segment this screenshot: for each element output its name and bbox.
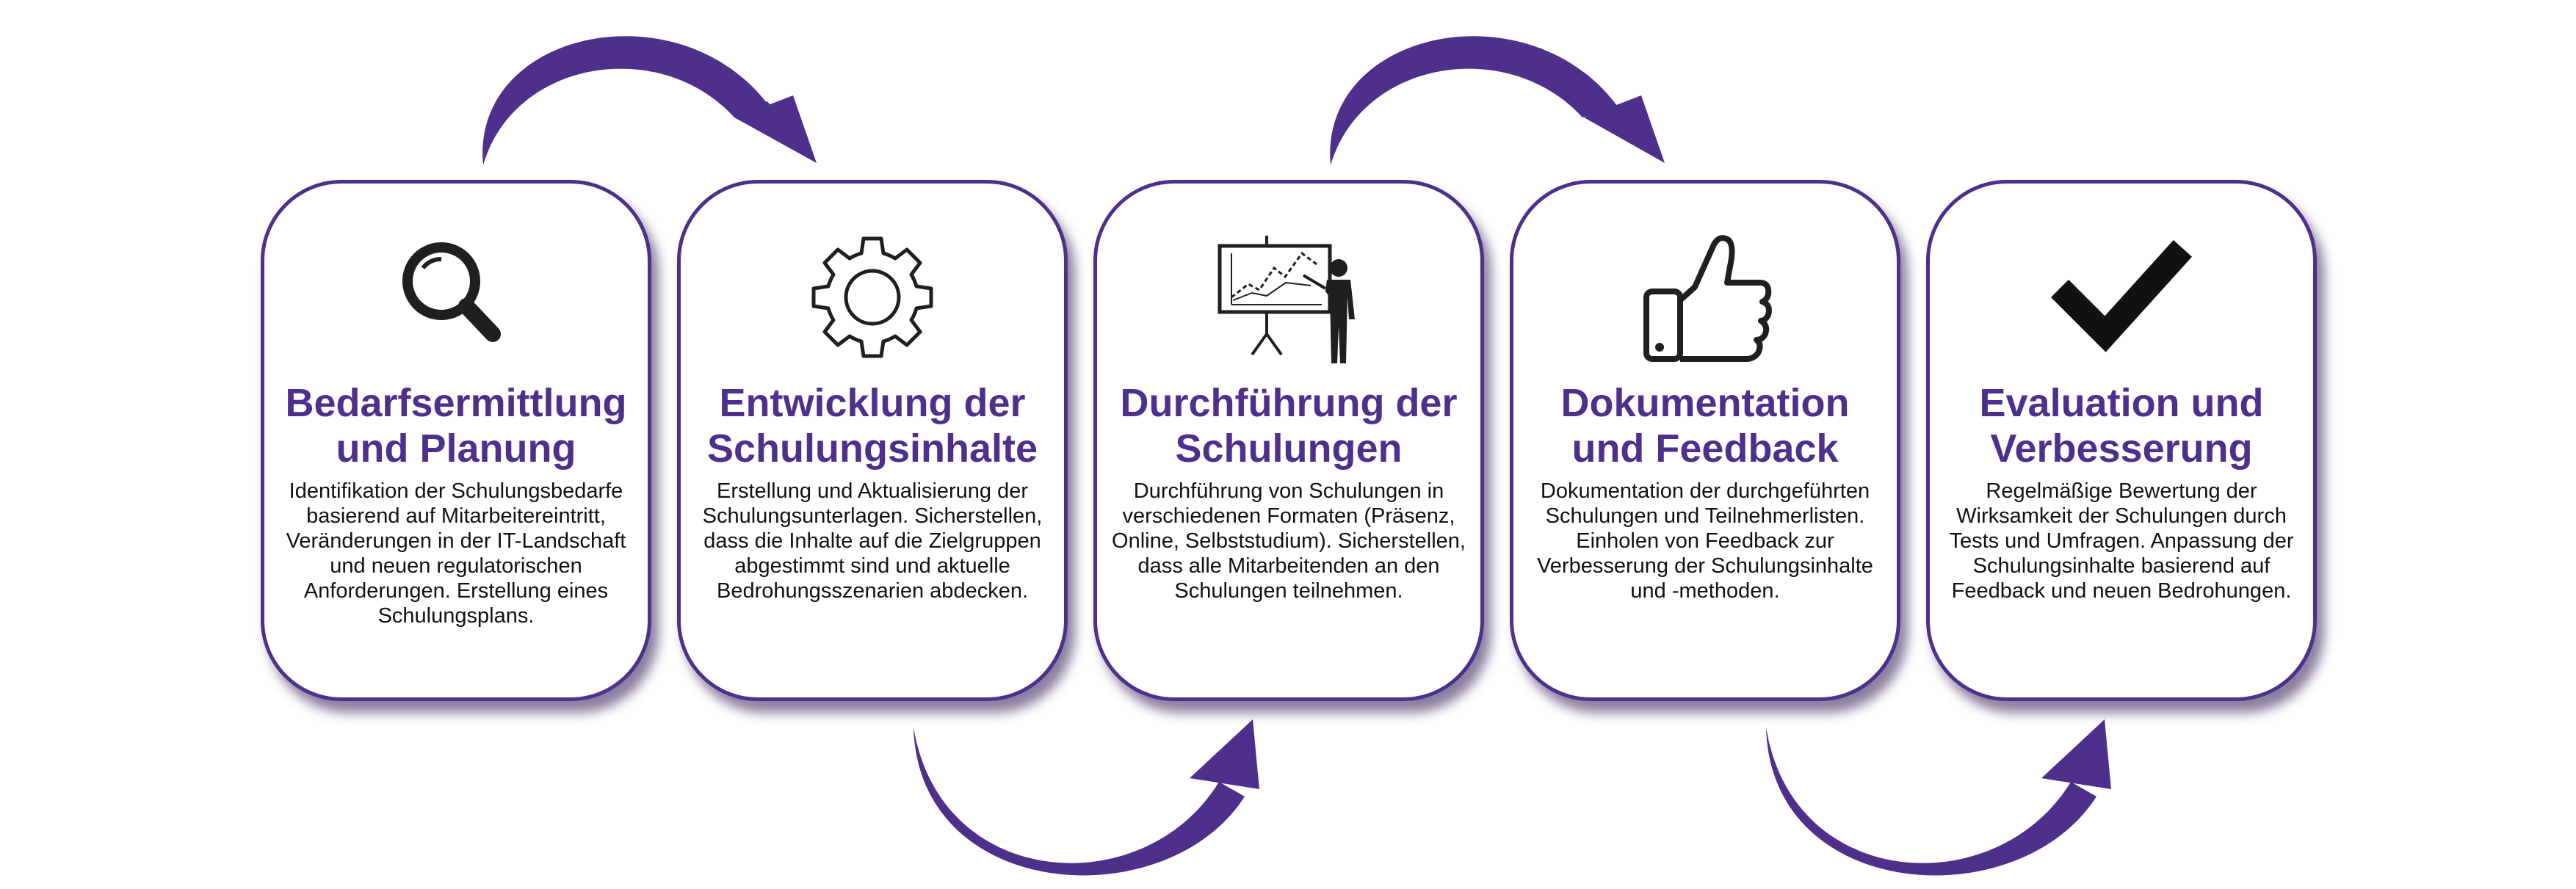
step-card-3: Durchführung der Schulungen Durchführung… [1093,180,1484,701]
step-description: Erstellung und Aktualisierung der Schulu… [702,479,1043,603]
step-card-5: Evaluation und Verbesserung Regelmäßige … [1926,180,2317,701]
step-card-2: Entwicklung der Schulungsinhalte Erstell… [677,180,1068,701]
arrow-step4-to-step5 [1766,719,2111,876]
arrow-step3-to-step4 [1330,36,1665,165]
step-title: Bedarfsermittlung und Planung [285,381,627,471]
arrow-step1-to-step2 [482,36,817,165]
step-title: Evaluation und Verbesserung [1979,381,2264,471]
arrow-step2-to-step3 [913,719,1259,876]
thumbs-up-icon [1643,235,1772,362]
checkmark-icon [2050,239,2193,352]
step-title: Durchführung der Schulungen [1120,381,1458,471]
step-description: Dokumentation der durchgeführten Schulun… [1537,479,1873,603]
step-title: Dokumentation und Feedback [1560,381,1850,471]
step-card-1: Bedarfsermittlung und Planung Identifika… [261,180,651,701]
gear-icon [811,236,933,358]
step-description: Regelmäßige Bewertung der Wirksamkeit de… [1949,479,2294,603]
step-card-4: Dokumentation und Feedback Dokumentation… [1510,180,1900,701]
step-title: Entwicklung der Schulungsinhalte [706,381,1038,471]
step-description: Durchführung von Schulungen in verschied… [1112,479,1466,603]
presentation-icon [1218,236,1355,363]
step-description: Identifikation der Schulungsbedarfe basi… [286,479,626,628]
magnifier-icon [402,242,501,342]
